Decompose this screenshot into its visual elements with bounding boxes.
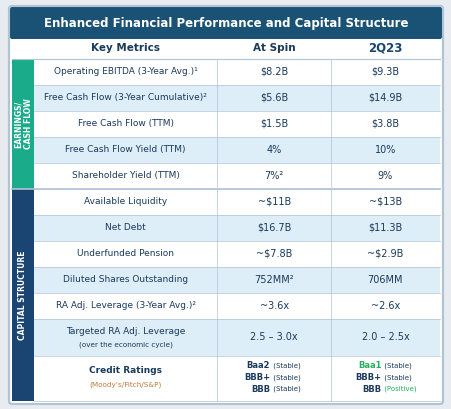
Text: Operating EBITDA (3-Year Avg.)¹: Operating EBITDA (3-Year Avg.)¹ <box>54 67 197 76</box>
Text: Free Cash Flow (3-Year Cumulative)²: Free Cash Flow (3-Year Cumulative)² <box>44 94 207 103</box>
Text: ~$7.8B: ~$7.8B <box>255 249 292 259</box>
Text: $16.7B: $16.7B <box>257 223 291 233</box>
Text: 752MM²: 752MM² <box>254 275 293 285</box>
Text: (Stable): (Stable) <box>271 374 300 381</box>
Text: BBB+: BBB+ <box>244 373 270 382</box>
Text: BBB: BBB <box>362 385 381 394</box>
Text: CAPITAL STRUCTURE: CAPITAL STRUCTURE <box>18 250 28 340</box>
Bar <box>34 137 439 163</box>
Text: (Moody’s/Fitch/S&P): (Moody’s/Fitch/S&P) <box>89 382 161 388</box>
Text: $1.5B: $1.5B <box>259 119 288 129</box>
Text: Free Cash Flow Yield (TTM): Free Cash Flow Yield (TTM) <box>65 146 185 155</box>
Text: Enhanced Financial Performance and Capital Structure: Enhanced Financial Performance and Capit… <box>44 16 407 29</box>
Bar <box>34 189 439 215</box>
Text: (Stable): (Stable) <box>382 362 411 369</box>
FancyBboxPatch shape <box>10 7 441 39</box>
Text: $9.3B: $9.3B <box>371 67 399 77</box>
Text: (Stable): (Stable) <box>382 374 411 381</box>
Text: (over the economic cycle): (over the economic cycle) <box>78 342 172 348</box>
Text: BBB: BBB <box>250 385 270 394</box>
Text: 2Q23: 2Q23 <box>368 41 402 54</box>
Text: Diluted Shares Outstanding: Diluted Shares Outstanding <box>63 275 188 284</box>
Bar <box>34 215 439 241</box>
Text: EARNINGS/
CASH FLOW: EARNINGS/ CASH FLOW <box>13 99 32 149</box>
Text: $11.3B: $11.3B <box>368 223 402 233</box>
Text: Credit Ratings: Credit Ratings <box>89 366 162 375</box>
Bar <box>34 111 439 137</box>
Text: Key Metrics: Key Metrics <box>91 43 160 53</box>
Text: Baa1: Baa1 <box>357 361 381 370</box>
Text: BBB+: BBB+ <box>354 373 381 382</box>
Bar <box>34 355 439 401</box>
Text: $3.8B: $3.8B <box>371 119 399 129</box>
Bar <box>34 267 439 293</box>
Bar <box>12 59 34 189</box>
FancyBboxPatch shape <box>9 6 442 404</box>
Text: At Spin: At Spin <box>252 43 295 53</box>
Bar <box>34 163 439 189</box>
Text: (Stable): (Stable) <box>271 362 300 369</box>
Text: (Positive): (Positive) <box>382 386 416 392</box>
Text: ~$13B: ~$13B <box>368 197 401 207</box>
Bar <box>15 23 436 37</box>
Text: Underfunded Pension: Underfunded Pension <box>77 249 174 258</box>
Text: $14.9B: $14.9B <box>368 93 402 103</box>
Text: Shareholder Yield (TTM): Shareholder Yield (TTM) <box>72 171 179 180</box>
Bar <box>34 241 439 267</box>
Text: ~3.6x: ~3.6x <box>259 301 288 311</box>
Text: 2.0 – 2.5x: 2.0 – 2.5x <box>361 332 409 342</box>
Text: Free Cash Flow (TTM): Free Cash Flow (TTM) <box>78 119 173 128</box>
Bar <box>12 189 34 401</box>
Text: Available Liquidity: Available Liquidity <box>84 198 167 207</box>
Text: ~2.6x: ~2.6x <box>370 301 399 311</box>
Text: ~$11B: ~$11B <box>257 197 290 207</box>
Text: 10%: 10% <box>374 145 395 155</box>
Text: 9%: 9% <box>377 171 392 181</box>
Text: 706MM: 706MM <box>367 275 402 285</box>
Bar <box>34 293 439 319</box>
Text: 7%²: 7%² <box>264 171 283 181</box>
Text: 2.5 – 3.0x: 2.5 – 3.0x <box>250 332 297 342</box>
Bar <box>34 319 439 355</box>
Bar <box>34 59 439 85</box>
Text: Baa2: Baa2 <box>246 361 270 370</box>
Text: $8.2B: $8.2B <box>259 67 288 77</box>
Text: RA Adj. Leverage (3-Year Avg.)²: RA Adj. Leverage (3-Year Avg.)² <box>55 301 195 310</box>
Text: ~$2.9B: ~$2.9B <box>366 249 403 259</box>
Text: Targeted RA Adj. Leverage: Targeted RA Adj. Leverage <box>66 327 185 336</box>
Text: Net Debt: Net Debt <box>105 223 146 232</box>
Bar <box>34 85 439 111</box>
Text: 4%: 4% <box>266 145 281 155</box>
Text: $5.6B: $5.6B <box>259 93 288 103</box>
Text: (Stable): (Stable) <box>271 386 300 392</box>
